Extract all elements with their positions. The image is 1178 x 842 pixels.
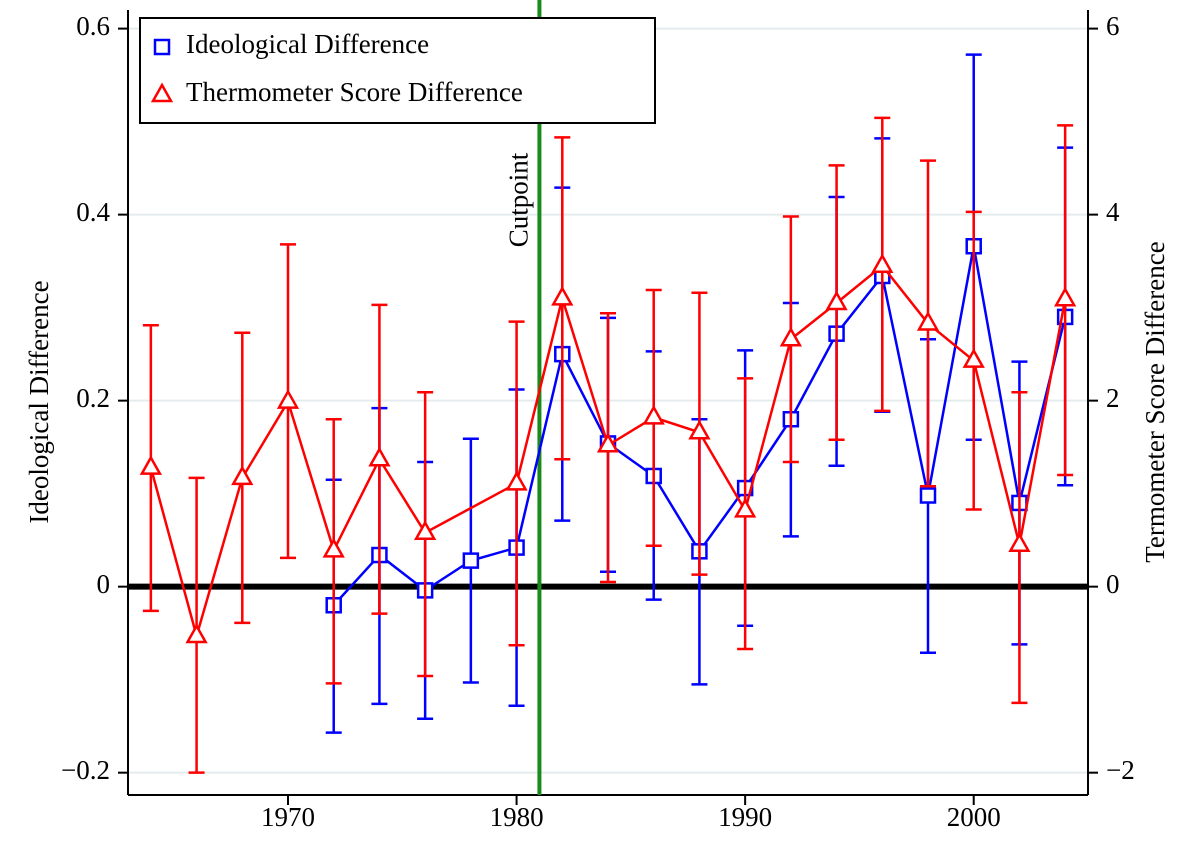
marker [139, 455, 162, 475]
marker [414, 520, 437, 540]
marker [322, 537, 345, 558]
y-tick-label: 0 [97, 569, 111, 599]
y2-tick-label: 0 [1106, 569, 1120, 599]
marker [231, 465, 254, 486]
legend-marker [153, 38, 171, 56]
legend-label: Thermometer Score Difference [186, 77, 523, 107]
cutpoint-label: Cutpoint [504, 152, 534, 247]
marker [276, 389, 300, 409]
marker [185, 623, 208, 644]
marker [734, 497, 757, 518]
marker [919, 487, 937, 504]
marker [596, 432, 620, 453]
y2-tick-label: −2 [1106, 755, 1135, 785]
series-line [149, 264, 1067, 641]
x-tick-label: 1980 [490, 802, 544, 832]
y-axis-label: Ideological Difference [24, 280, 54, 523]
marker [871, 253, 894, 274]
y-tick-label: 0.6 [76, 11, 110, 41]
y-tick-label: 0.2 [76, 383, 110, 413]
marker [962, 348, 985, 368]
y-tick-label: 0.4 [76, 197, 110, 227]
marker [916, 310, 940, 331]
legend-marker [150, 82, 174, 103]
marker [779, 326, 802, 347]
marker [1054, 286, 1077, 307]
marker [551, 285, 574, 306]
y2-axis-label: Termometer Score Difference [1140, 241, 1170, 562]
marker [368, 446, 391, 467]
marker [688, 419, 711, 440]
marker [462, 552, 480, 569]
marker [505, 470, 528, 491]
y2-tick-label: 4 [1106, 197, 1120, 227]
x-tick-label: 1970 [261, 802, 315, 832]
legend-box [139, 17, 656, 124]
legend-label: Ideological Difference [186, 29, 429, 59]
y2-tick-label: 2 [1106, 383, 1120, 413]
marker [1008, 532, 1031, 553]
y-tick-label: −0.2 [61, 755, 110, 785]
y2-tick-label: 6 [1106, 11, 1120, 41]
x-tick-label: 1990 [718, 802, 772, 832]
marker [825, 290, 848, 311]
x-tick-label: 2000 [947, 802, 1001, 832]
marker [642, 404, 665, 425]
